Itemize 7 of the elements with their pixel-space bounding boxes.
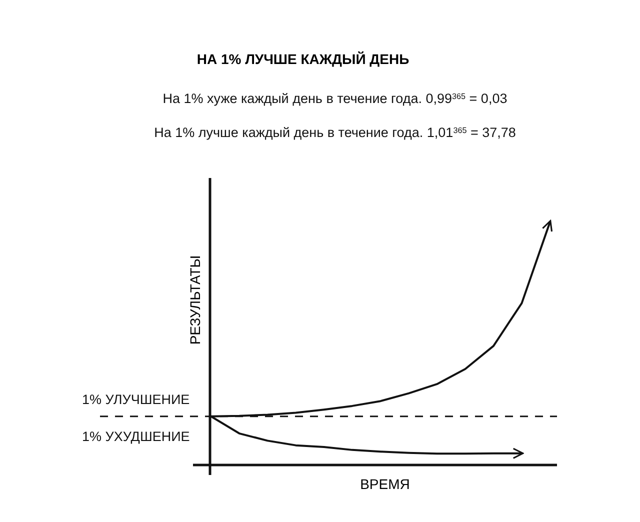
chart-title: НА 1% ЛУЧШЕ КАЖДЫЙ ДЕНЬ <box>196 51 410 67</box>
text: На 1% лучше каждый день в течение года. 1,01$^{365}$ = 37,78 <box>154 125 516 140</box>
text: 1% УХУДШЕНИЕ <box>82 429 190 444</box>
x-axis-title: ВРЕМЯ <box>360 476 410 492</box>
y-axis-title: РЕЗУЛЬТАТЫ <box>187 255 203 345</box>
text: 1% УЛУЧШЕНИЕ <box>82 392 190 407</box>
text: На 1% хуже каждый день в течение года. 0,99$^{365}$ = 0,03 <box>162 91 508 106</box>
